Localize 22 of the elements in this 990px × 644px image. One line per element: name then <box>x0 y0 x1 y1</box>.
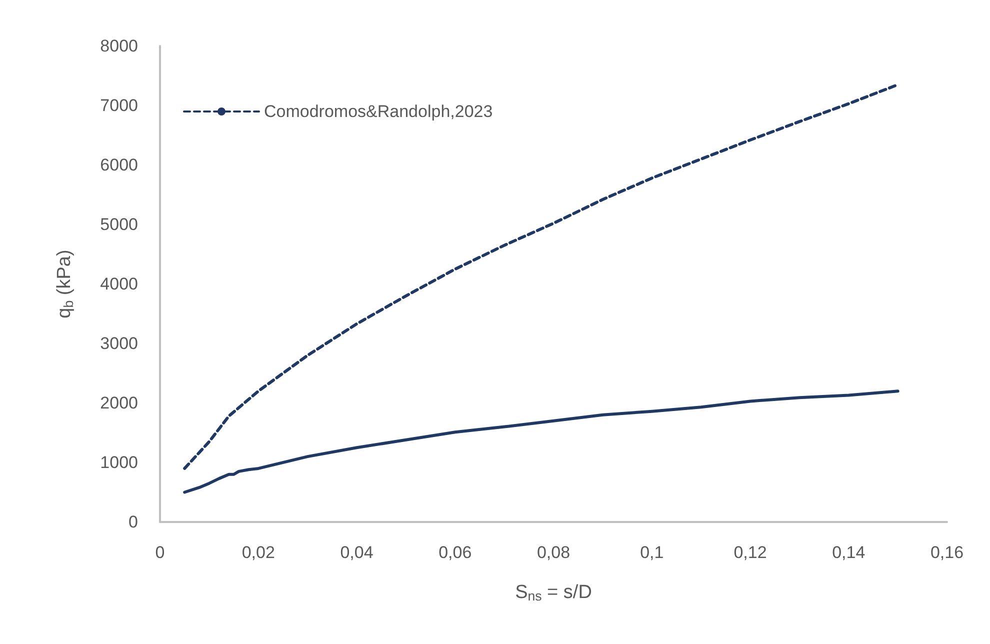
y-tick-label: 7000 <box>100 96 138 115</box>
y-tick-label: 3000 <box>100 334 138 353</box>
x-tick-label: 0 <box>155 543 165 562</box>
line-series <box>183 83 900 470</box>
y-tick-label: 4000 <box>100 274 138 294</box>
legend-label: Comodromos&Randolph,2023 <box>264 102 493 121</box>
x-tick-label: 0,12 <box>734 543 767 562</box>
y-tick-label: 8000 <box>100 36 138 56</box>
x-tick-label: 0,04 <box>340 543 374 562</box>
x-tick-label: 0,14 <box>832 543 866 562</box>
line-series <box>183 390 900 494</box>
y-tick-label: 1000 <box>100 453 138 472</box>
x-tick-label: 0,08 <box>536 543 570 562</box>
x-tick-label: 0,1 <box>640 543 664 562</box>
y-tick-label: 0 <box>128 512 138 532</box>
y-tick-label: 6000 <box>100 156 138 174</box>
y-tick-label: 5000 <box>100 215 138 234</box>
x-tick-label: 0,06 <box>438 543 472 562</box>
y-tick-label: 2000 <box>100 394 138 412</box>
x-tick-label: 0,02 <box>242 543 275 562</box>
y-axis-title: qb (kPa) <box>54 250 76 318</box>
x-tick-label: 0,16 <box>930 543 964 562</box>
